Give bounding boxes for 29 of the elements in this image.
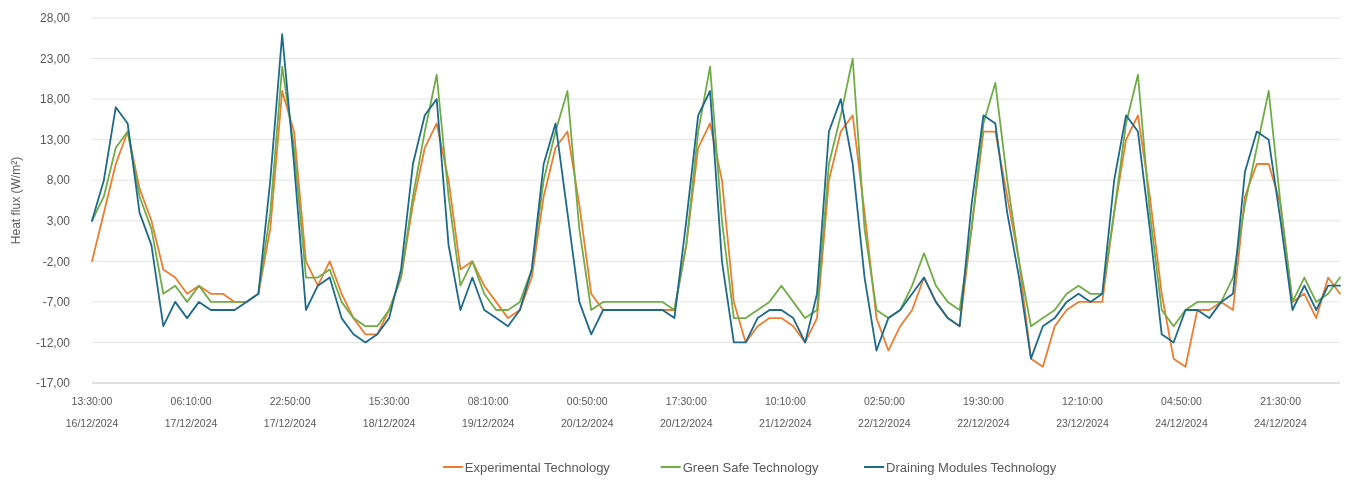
line-series [91,57,1341,328]
line-series [91,33,1341,360]
x-tick-label: 22:50:00 17/12/2024 [263,395,317,429]
y-tick-label: 18,00 [39,92,71,107]
y-axis-title: Heat flux (W/m²) [9,156,23,245]
y-tick-label: -12,00 [35,335,71,350]
x-tick-label: 10:10:00 21/12/2024 [759,395,812,429]
legend-label: Draining Modules Technology [886,459,1057,475]
x-tick-label: 17:30:00 20/12/2024 [660,395,713,429]
x-tick-label: 13:30:00 16/12/2024 [65,395,119,429]
legend-label: Green Safe Technology [682,459,819,475]
x-tick-label: 04:50:00 24/12/2024 [1155,395,1208,429]
x-tick-label: 21:30:00 24/12/2024 [1254,395,1307,429]
x-tick-label: 08:10:00 19/12/2024 [461,395,515,429]
y-tick-label: 3,00 [46,213,71,228]
legend-label: Experimental Technology [464,459,611,475]
x-tick-label: 12:10:00 23/12/2024 [1056,395,1109,429]
x-tick-label: 02:50:00 22/12/2024 [858,395,911,429]
x-tick-label: 00:50:00 20/12/2024 [560,395,614,429]
y-tick-label: 23,00 [39,51,71,66]
y-tick-label: 28,00 [39,11,71,26]
x-tick-label: 06:10:00 17/12/2024 [164,395,218,429]
y-tick-label: -17,00 [35,376,71,391]
x-tick-label: 19:30:00 22/12/2024 [957,395,1010,429]
y-tick-label: -7,00 [42,295,71,310]
y-tick-label: -2,00 [42,254,71,269]
y-tick-label: 8,00 [46,173,71,188]
x-tick-label: 15:30:00 18/12/2024 [362,395,416,429]
y-tick-label: 13,00 [39,132,71,147]
